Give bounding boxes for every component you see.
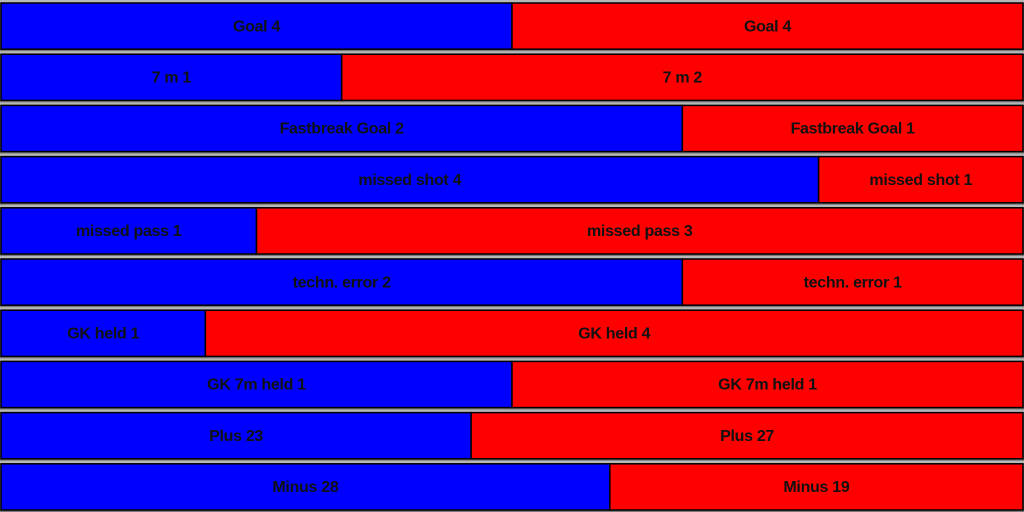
left-label: techn. error 2	[293, 274, 391, 291]
left-label: 7 m 1	[152, 70, 192, 87]
right-bar	[511, 360, 1024, 409]
left-label: Minus 28	[272, 479, 338, 496]
left-bar	[0, 104, 684, 153]
separator	[0, 153, 1024, 157]
right-label: Goal 4	[744, 18, 792, 35]
left-bar	[0, 463, 611, 511]
right-label: Fastbreak Goal 1	[791, 121, 916, 138]
separator	[0, 102, 1024, 106]
left-bar	[0, 411, 472, 460]
right-bar	[340, 53, 1024, 102]
left-label: Plus 23	[209, 428, 263, 445]
left-label: Goal 4	[233, 18, 281, 35]
right-bar	[681, 104, 1024, 153]
left-label: missed shot 4	[358, 172, 461, 189]
right-bar	[817, 155, 1024, 204]
right-bar	[681, 258, 1024, 306]
right-bar	[255, 207, 1024, 255]
separator	[0, 358, 1024, 362]
right-label: techn. error 1	[804, 274, 902, 291]
separator	[0, 409, 1024, 413]
right-bar	[470, 411, 1024, 460]
left-bar	[0, 309, 207, 358]
right-label: Plus 27	[720, 428, 774, 445]
left-bar	[0, 360, 513, 409]
right-label: missed shot 1	[869, 172, 972, 189]
right-label: missed pass 3	[587, 223, 693, 240]
separator	[0, 307, 1024, 311]
left-label: GK held 1	[67, 326, 139, 343]
left-bar	[0, 2, 513, 50]
right-label: GK held 4	[578, 326, 650, 343]
right-bar	[204, 309, 1024, 358]
separator	[0, 204, 1024, 208]
separator	[0, 51, 1024, 55]
right-label: Minus 19	[783, 479, 849, 496]
left-bar	[0, 207, 258, 255]
right-bar	[609, 463, 1024, 511]
left-label: missed pass 1	[76, 223, 182, 240]
left-label: Fastbreak Goal 2	[280, 121, 405, 138]
separator	[0, 0, 1024, 3]
right-label: 7 m 2	[663, 70, 703, 87]
left-bar	[0, 258, 684, 306]
right-bar	[511, 2, 1024, 50]
separator	[0, 460, 1024, 464]
right-label: GK 7m held 1	[718, 377, 817, 394]
separator	[0, 256, 1024, 259]
left-bar	[0, 53, 343, 102]
left-label: GK 7m held 1	[207, 377, 306, 394]
left-bar	[0, 155, 820, 204]
